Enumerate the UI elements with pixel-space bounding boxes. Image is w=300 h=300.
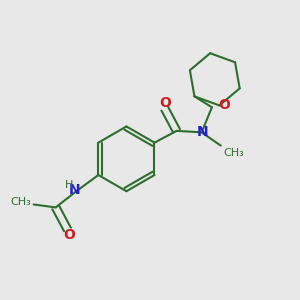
- Text: CH₃: CH₃: [10, 197, 31, 207]
- Text: H: H: [65, 180, 73, 190]
- Text: CH₃: CH₃: [223, 148, 244, 158]
- Text: O: O: [219, 98, 231, 112]
- Text: O: O: [63, 228, 75, 242]
- Text: N: N: [69, 183, 81, 197]
- Text: O: O: [159, 96, 171, 110]
- Text: N: N: [196, 125, 208, 139]
